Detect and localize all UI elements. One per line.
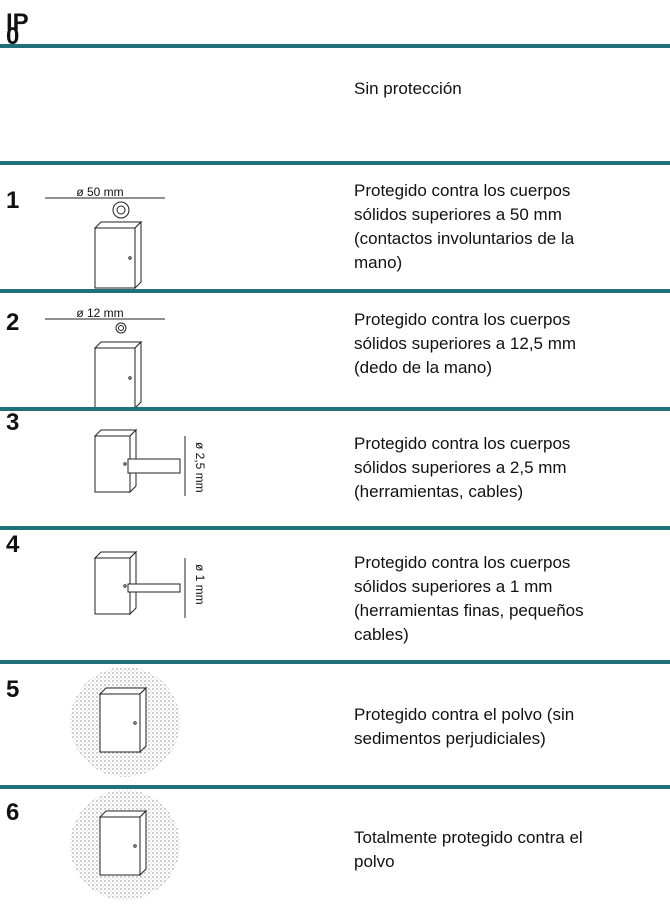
first-number: 0	[6, 23, 19, 50]
first-text: Sin protección	[354, 79, 462, 98]
box-lock	[123, 462, 127, 466]
ball-inner	[118, 325, 124, 331]
box-lock	[123, 584, 127, 588]
header-title: IP	[6, 9, 29, 36]
dimension: ø 2,5 mm	[193, 442, 207, 493]
description-line: (dedo de la mano)	[354, 358, 492, 377]
description-line: (contactos involuntarios de la	[354, 229, 575, 248]
description-line: sólidos superiores a 12,5 mm	[354, 334, 576, 353]
row-number: 2	[6, 309, 19, 336]
box-side	[139, 686, 147, 754]
description-line: Totalmente protegido contra el	[354, 828, 583, 847]
dimension: ø 12 mm	[76, 306, 123, 320]
description-line: cables)	[354, 625, 409, 644]
dimension: ø 1 mm	[193, 564, 207, 605]
description-line: (herramientas finas, pequeños	[354, 601, 584, 620]
description-line: sólidos superiores a 1 mm	[354, 577, 552, 596]
box-lock	[128, 256, 132, 260]
box-top	[93, 341, 143, 349]
row-number: 3	[6, 409, 19, 436]
description-line: sedimentos perjudiciales)	[354, 729, 546, 748]
rod	[127, 458, 181, 474]
description-line: sólidos superiores a 50 mm	[354, 205, 562, 224]
description-line: polvo	[354, 852, 395, 871]
description-line: sólidos superiores a 2,5 mm	[354, 458, 567, 477]
box-lock	[133, 721, 137, 725]
rod	[127, 583, 181, 593]
description-line: Protegido contra el polvo (sin	[354, 705, 574, 724]
description-line: Protegido contra los cuerpos	[354, 310, 570, 329]
box-top	[93, 551, 138, 559]
box-top	[98, 810, 148, 818]
ball-inner	[116, 205, 126, 215]
description-line: Protegido contra los cuerpos	[354, 434, 570, 453]
dimension: ø 50 mm	[76, 185, 123, 199]
row-number: 4	[6, 531, 20, 558]
box-top	[98, 687, 148, 695]
row-number: 6	[6, 799, 19, 826]
box-lock	[133, 844, 137, 848]
description-line: Protegido contra los cuerpos	[354, 181, 570, 200]
box-side	[129, 550, 137, 616]
box-side	[139, 809, 147, 877]
box-top	[93, 221, 143, 229]
box-side	[134, 340, 142, 410]
description-line: (herramientas, cables)	[354, 482, 523, 501]
row-number: 5	[6, 676, 19, 703]
box-top	[93, 429, 138, 437]
description-line: Protegido contra los cuerpos	[354, 553, 570, 572]
description-line: mano)	[354, 253, 402, 272]
box-side	[134, 220, 142, 290]
row-number: 1	[6, 187, 19, 214]
box-lock	[128, 376, 132, 380]
